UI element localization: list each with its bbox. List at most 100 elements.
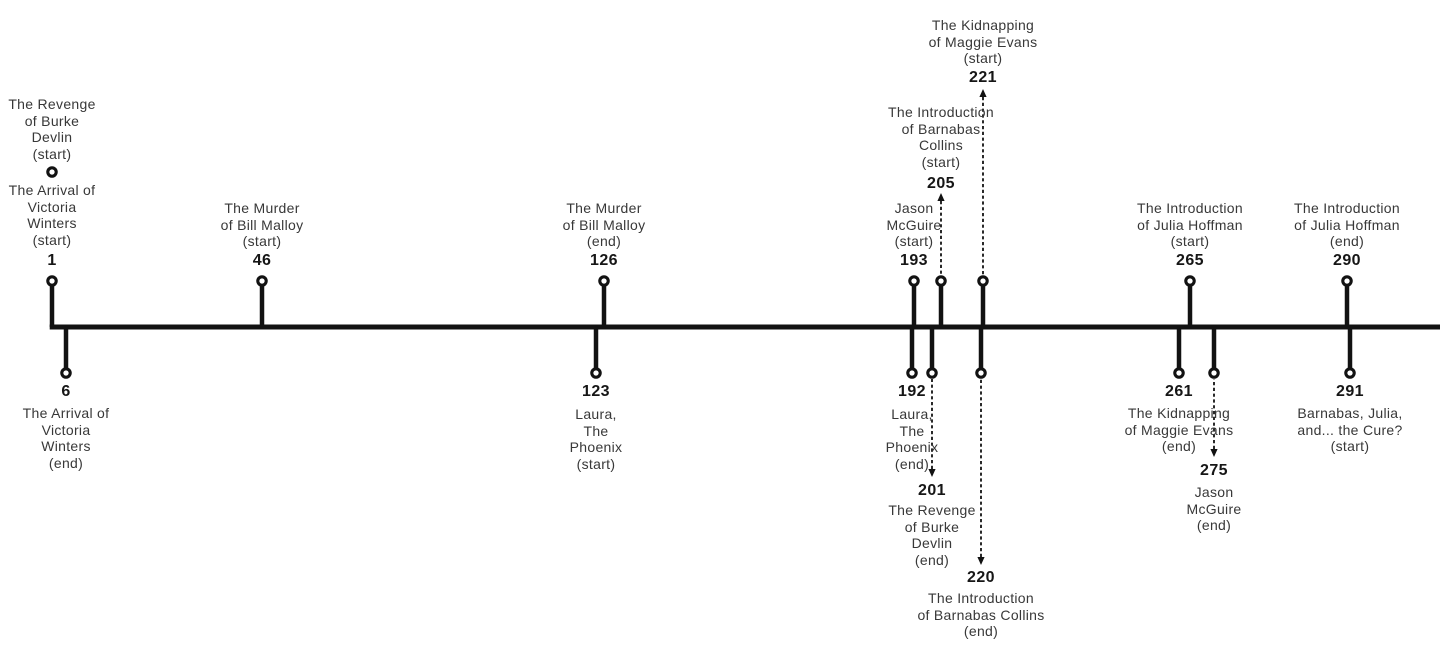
event-label-line: The	[899, 422, 925, 439]
event-episode-number: 221	[969, 69, 997, 86]
event-label: The Revenge of Burke Devlin (start)	[0, 96, 142, 162]
event-label-line: of Bill Malloy	[562, 216, 646, 233]
event-episode-number: 261	[1165, 383, 1193, 400]
event-label-line: of Bill Malloy	[220, 216, 304, 233]
event-label: The Introduction of Julia Hoffman (end)	[1257, 200, 1437, 250]
event-label-line: The Introduction	[1294, 200, 1400, 216]
event-label-line: of Burke	[24, 112, 80, 129]
event-episode-number: 6	[61, 383, 71, 400]
leader-arrow-icon	[937, 193, 945, 201]
event-label-line: The Arrival of	[22, 405, 110, 421]
event-marker-circle	[46, 166, 58, 178]
event-label-line: (start)	[32, 231, 72, 248]
event-episode-number: 290	[1333, 252, 1361, 269]
event-label-line: Jason	[894, 200, 934, 216]
event-label-line: (end)	[48, 454, 84, 471]
event-label-line: (end)	[586, 233, 622, 249]
event-episode-number: 126	[590, 252, 618, 269]
event-label-line: (end)	[963, 623, 999, 639]
event-label-line: The Murder	[566, 200, 642, 216]
event-marker-circle	[1173, 367, 1185, 379]
event-episode-number: 201	[918, 482, 946, 499]
event-label-line: The Revenge	[888, 502, 976, 518]
event-label-line: (start)	[1330, 438, 1370, 454]
event-label-line: Victoria	[27, 198, 77, 215]
event-label: Jason McGuire (end)	[1124, 484, 1304, 534]
event-episode-number: 291	[1336, 383, 1364, 400]
event-label: Jason McGuire (start)	[824, 200, 1004, 250]
event-label: The Introduction of Julia Hoffman (start)	[1100, 200, 1280, 250]
event-label-line: of Burke	[904, 518, 960, 535]
event-label-line: (start)	[921, 153, 961, 170]
leader-arrow-icon	[928, 469, 936, 477]
event-label-line: Devlin	[31, 129, 73, 145]
event-label-line: (end)	[1161, 438, 1197, 454]
event-label: The Arrival of Victoria Winters (start)	[0, 182, 142, 248]
event-label-line: Winters	[27, 215, 77, 231]
event-label-line: The Revenge	[8, 96, 96, 112]
leader-arrow-icon	[1210, 449, 1218, 457]
event-episode-number: 193	[900, 252, 928, 269]
event-label-line: of Barnabas	[901, 120, 981, 137]
event-episode-number: 46	[252, 252, 272, 269]
event-episode-number: 275	[1200, 462, 1228, 479]
event-marker-circle	[977, 275, 989, 287]
event-label-line: (end)	[914, 551, 950, 568]
event-label-line: (end)	[1329, 233, 1365, 249]
event-label: Laura, The Phoenix (start)	[506, 406, 686, 472]
event-label: The Arrival of Victoria Winters (end)	[0, 405, 156, 471]
event-marker-circle	[908, 275, 920, 287]
event-label-line: (start)	[32, 145, 72, 162]
event-label-line: Phoenix	[569, 439, 623, 455]
event-marker-circle	[926, 367, 938, 379]
event-label: The Introduction of Barnabas Collins (end)	[891, 590, 1071, 640]
event-label-line: The Introduction	[928, 590, 1034, 606]
event-episode-number: 205	[927, 175, 955, 192]
event-label-line: The	[583, 422, 609, 439]
event-marker-circle	[975, 367, 987, 379]
event-label-line: of Julia Hoffman	[1137, 216, 1243, 233]
event-label: The Murder of Bill Malloy (end)	[514, 200, 694, 250]
event-label-line: (start)	[1170, 233, 1210, 249]
event-label-line: (start)	[963, 50, 1003, 66]
event-label-line: (end)	[894, 455, 930, 472]
event-marker-circle	[256, 275, 268, 287]
event-episode-number: 220	[967, 569, 995, 586]
event-label-line: McGuire	[1186, 500, 1242, 517]
event-label-line: The Kidnapping	[1127, 405, 1231, 421]
event-label-line: (start)	[894, 233, 934, 249]
event-marker-circle	[906, 367, 918, 379]
event-marker-circle	[935, 275, 947, 287]
event-label: The Kidnapping of Maggie Evans (start)	[893, 17, 1073, 67]
event-label-line: Jason	[1194, 484, 1234, 500]
event-marker-circle	[46, 275, 58, 287]
event-label: The Revenge of Burke Devlin (end)	[842, 502, 1022, 568]
event-label: Laura, The Phoenix (end)	[822, 406, 1002, 472]
event-label-line: The Kidnapping	[931, 17, 1035, 33]
event-marker-circle	[1341, 275, 1353, 287]
leader-arrow-icon	[977, 557, 985, 565]
event-label: The Kidnapping of Maggie Evans (end)	[1089, 405, 1269, 455]
event-label: The Introduction of Barnabas Collins (start…	[851, 104, 1031, 170]
event-label-line: Winters	[41, 438, 91, 454]
event-label-line: (start)	[242, 233, 282, 249]
event-label-line: Barnabas, Julia,	[1297, 405, 1403, 421]
event-marker-circle	[598, 275, 610, 287]
leader-arrow-icon	[979, 89, 987, 97]
event-label-line: Victoria	[41, 421, 91, 438]
event-label-line: The Introduction	[888, 104, 994, 120]
event-label-line: The Murder	[224, 200, 300, 216]
event-label-line: of Julia Hoffman	[1294, 216, 1400, 233]
event-label-line: (start)	[576, 455, 616, 472]
event-label-line: of Maggie Evans	[928, 33, 1038, 50]
event-episode-number: 192	[898, 383, 926, 400]
event-label: Barnabas, Julia, and... the Cure? (start)	[1260, 405, 1440, 455]
event-label-line: of Maggie Evans	[1124, 421, 1234, 438]
event-marker-circle	[1208, 367, 1220, 379]
event-label-line: Laura,	[891, 406, 933, 422]
event-label-line: Devlin	[911, 535, 953, 551]
event-episode-number: 123	[582, 383, 610, 400]
event-episode-number: 265	[1176, 252, 1204, 269]
